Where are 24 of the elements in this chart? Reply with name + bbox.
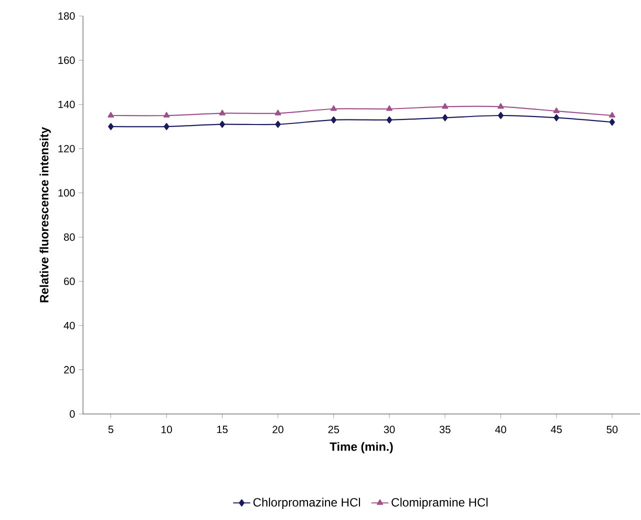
x-tick-label: 30	[384, 426, 395, 434]
y-tick-label: 140	[58, 100, 75, 108]
x-tick-label: 35	[440, 426, 450, 434]
y-tick-label: 40	[64, 322, 75, 330]
x-tick-label: 5	[108, 426, 114, 434]
y-tick-label: 60	[64, 278, 75, 286]
x-tick-label: 20	[272, 426, 284, 434]
x-tick-label: 25	[328, 426, 340, 434]
x-tick-label: 45	[550, 426, 562, 434]
y-tick-label: 120	[58, 144, 75, 152]
y-tick-label: 80	[64, 233, 75, 241]
x-tick-label: 50	[606, 426, 618, 434]
x-axis-title: Time (min.)	[330, 442, 393, 454]
y-tick-label: 100	[58, 189, 75, 197]
y-tick-label: 0	[70, 410, 75, 418]
y-tick-label: 160	[58, 56, 75, 64]
y-tick-label: 20	[64, 366, 75, 374]
legend-label: Clomipramine HCl	[392, 498, 488, 509]
y-tick-label: 180	[58, 12, 75, 20]
legend-label: Chlorpromazine HCl	[253, 498, 360, 509]
x-tick-label: 40	[495, 426, 506, 434]
y-axis-title: Relative fluorescence intensity	[40, 127, 51, 302]
x-tick-label: 15	[217, 426, 228, 434]
x-tick-label: 10	[162, 426, 172, 434]
